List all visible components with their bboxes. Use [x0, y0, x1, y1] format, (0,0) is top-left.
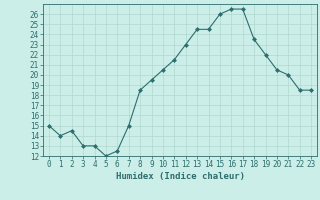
- X-axis label: Humidex (Indice chaleur): Humidex (Indice chaleur): [116, 172, 244, 181]
